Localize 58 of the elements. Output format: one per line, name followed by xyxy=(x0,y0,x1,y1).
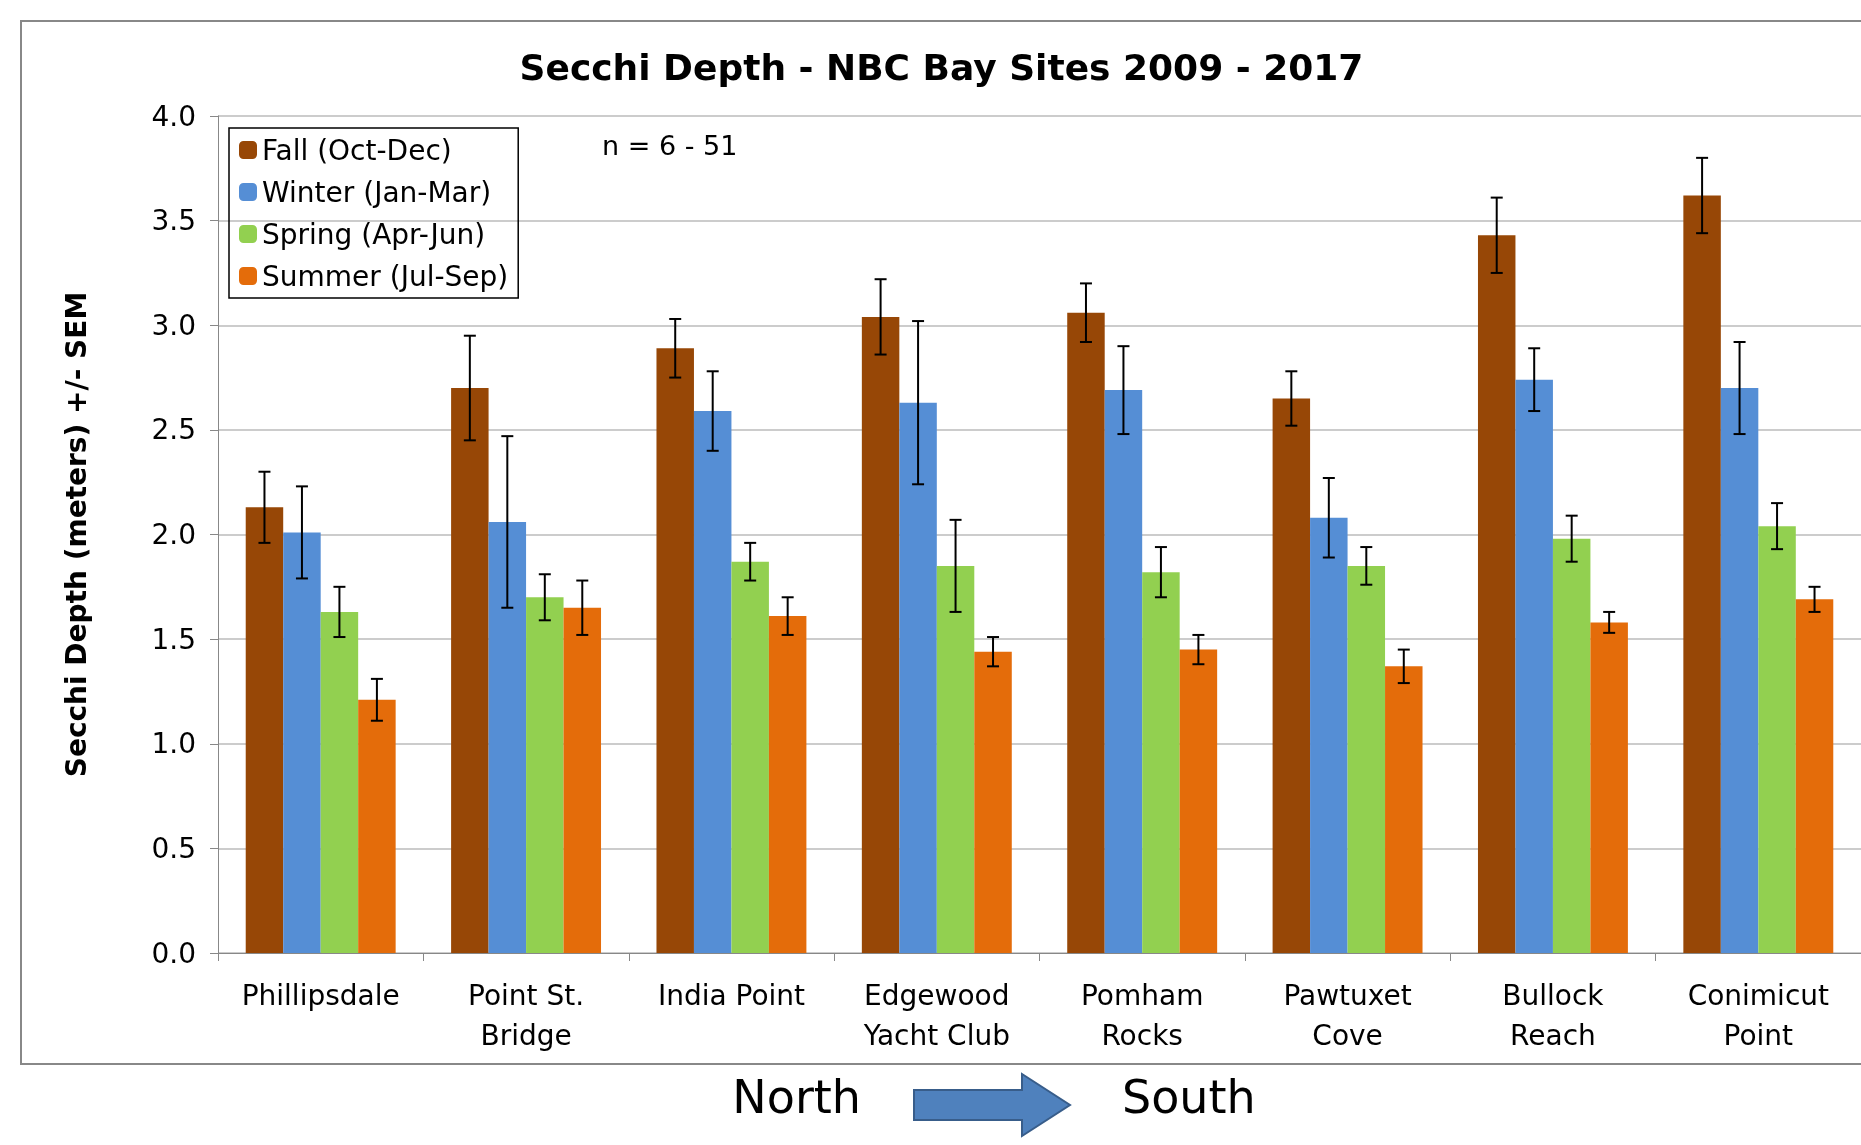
bar xyxy=(1720,388,1759,953)
y-axis-title: Secchi Depth (meters) +/- SEM xyxy=(59,291,93,778)
bar xyxy=(1272,398,1311,953)
y-tick-label: 3.5 xyxy=(151,204,196,238)
text: North xyxy=(732,1070,861,1124)
bar xyxy=(358,699,396,953)
bar xyxy=(693,411,732,953)
bar xyxy=(1347,565,1386,953)
x-tick-label: Point St. Bridge xyxy=(468,978,585,1052)
bar xyxy=(1795,599,1834,953)
x-tick-label: Phillipsdale xyxy=(241,978,400,1012)
x-tick-label: Conimicut Point xyxy=(1687,978,1830,1052)
x-tick-label: Edgewood Yacht Club xyxy=(862,978,1010,1052)
text: South xyxy=(1122,1070,1256,1124)
y-tick-label: 1.5 xyxy=(151,622,196,656)
bar xyxy=(245,507,284,953)
y-tick-label: 0.0 xyxy=(151,936,196,970)
y-tick-label: 3.0 xyxy=(151,308,196,342)
bar xyxy=(283,532,321,953)
x-tick-label: Bullock Reach xyxy=(1502,978,1605,1052)
legend-label: Winter (Jan-Mar) xyxy=(262,175,492,209)
bar xyxy=(1104,390,1143,953)
bar xyxy=(656,348,694,953)
y-tick-label: 1.0 xyxy=(151,727,196,761)
bar xyxy=(1067,312,1105,953)
y-tick-label: 2.0 xyxy=(151,518,196,551)
y-tick-label: 4.0 xyxy=(151,99,196,133)
y-tick-label: 2.5 xyxy=(151,413,196,447)
x-tick-label: India Point xyxy=(657,978,806,1012)
bar xyxy=(768,616,807,953)
bar xyxy=(936,565,975,953)
legend-label: Summer (Jul-Sep) xyxy=(262,259,509,293)
bar xyxy=(731,561,769,953)
bar xyxy=(1683,195,1721,953)
bar xyxy=(1552,538,1591,953)
bar xyxy=(451,388,489,953)
bar xyxy=(899,402,937,953)
annotation: n = 6 - 51 xyxy=(602,130,738,161)
bar xyxy=(526,597,564,953)
bar xyxy=(563,607,602,953)
bar xyxy=(861,316,900,953)
bar xyxy=(1590,622,1628,953)
legend-label: Fall (Oct-Dec) xyxy=(262,133,452,167)
bar xyxy=(1310,517,1348,953)
bar xyxy=(1477,235,1516,953)
bar xyxy=(1758,526,1796,953)
x-tick-label: Pawtuxet Cove xyxy=(1283,978,1412,1052)
bar xyxy=(974,651,1012,953)
bar xyxy=(488,521,527,953)
bar xyxy=(1515,379,1553,953)
x-tick-label: Pomham Rocks xyxy=(1080,978,1204,1052)
legend-label: Spring (Apr-Jun) xyxy=(262,217,486,251)
chart-title: Secchi Depth - NBC Bay Sites 2009 - 2017 xyxy=(519,46,1364,88)
bar xyxy=(1142,572,1180,953)
bar xyxy=(320,611,359,953)
bar xyxy=(1385,666,1423,953)
bar xyxy=(1179,649,1218,953)
y-tick-label: 0.5 xyxy=(151,831,196,865)
